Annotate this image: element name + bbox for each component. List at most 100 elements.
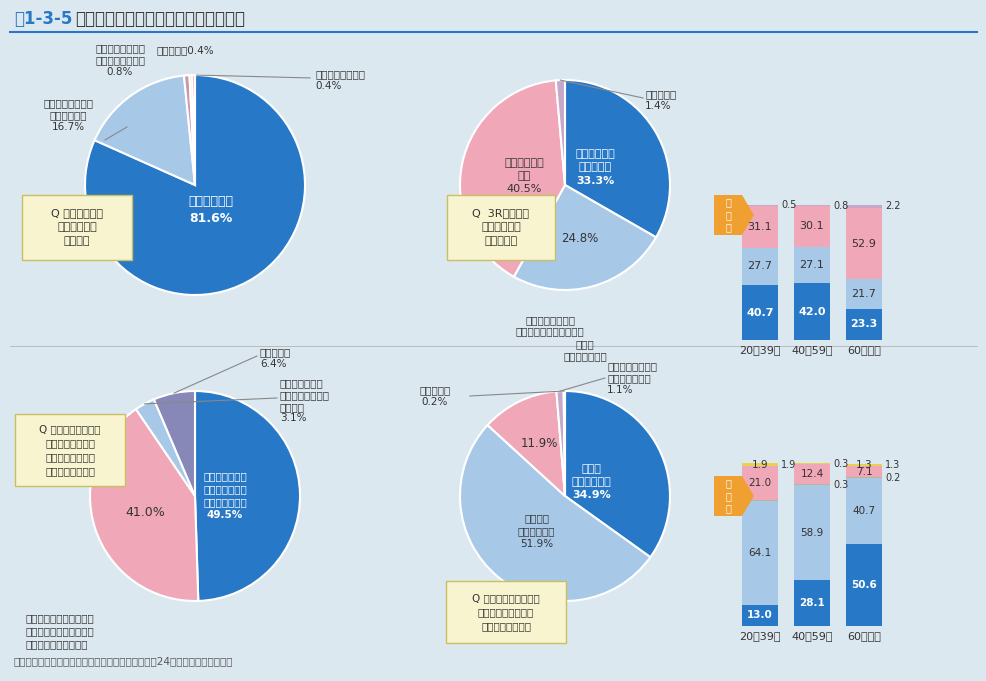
- Bar: [741, 463, 777, 466]
- Text: 1.9: 1.9: [751, 460, 767, 470]
- Text: 0.5: 0.5: [780, 200, 796, 210]
- Text: 31.1: 31.1: [747, 222, 771, 232]
- Bar: [845, 464, 881, 466]
- Text: 40.7: 40.7: [745, 308, 773, 317]
- Text: Q  3Rの言葉の
意味を知って
いますか？: Q 3Rの言葉の 意味を知って いますか？: [472, 208, 528, 247]
- Bar: [845, 205, 881, 208]
- Polygon shape: [713, 476, 753, 516]
- Wedge shape: [563, 391, 564, 496]
- Polygon shape: [713, 195, 753, 235]
- Text: ある程度
実施している
51.9%: ある程度 実施している 51.9%: [518, 513, 555, 549]
- Bar: [793, 463, 829, 464]
- Bar: [741, 501, 777, 605]
- Bar: [845, 477, 881, 478]
- Bar: [793, 247, 829, 283]
- Wedge shape: [555, 80, 564, 185]
- Wedge shape: [195, 391, 300, 601]
- Bar: [793, 580, 829, 626]
- Text: 循環型社会の形成に関する意識調査: 循環型社会の形成に関する意識調査: [75, 10, 245, 28]
- Text: 23.3: 23.3: [850, 319, 877, 330]
- Text: 20〜39歳: 20〜39歳: [739, 345, 780, 355]
- Text: 0.2: 0.2: [884, 473, 899, 483]
- Wedge shape: [154, 391, 195, 496]
- Wedge shape: [564, 391, 669, 557]
- Wedge shape: [189, 75, 195, 185]
- Wedge shape: [459, 80, 564, 276]
- Text: 1.3: 1.3: [884, 460, 899, 470]
- Text: 24.8%: 24.8%: [560, 232, 598, 244]
- Bar: [741, 466, 777, 501]
- Bar: [793, 205, 829, 206]
- Text: 28.1: 28.1: [799, 598, 824, 608]
- Bar: [845, 466, 881, 477]
- Text: Q 循環型社会を形成
する施策を進めて
いくことをどのよ
うに思いますか？: Q 循環型社会を形成 する施策を進めて いくことをどのよ うに思いますか？: [39, 424, 101, 476]
- Text: 52.9: 52.9: [851, 238, 876, 249]
- Wedge shape: [487, 392, 564, 496]
- Text: 13.0: 13.0: [746, 610, 772, 620]
- Text: 12.4: 12.4: [800, 469, 822, 479]
- Text: Q ゴミを少なくする配
慮やリサイクルを実
施していますか？: Q ゴミを少なくする配 慮やリサイクルを実 施していますか？: [471, 593, 539, 631]
- Bar: [741, 285, 777, 340]
- Text: 資料：内閣府「環境問題に関する世論調査」（平成24年度）より環境省作成: 資料：内閣府「環境問題に関する世論調査」（平成24年度）より環境省作成: [14, 656, 234, 666]
- Bar: [793, 484, 829, 485]
- Text: わからない
1.4%: わからない 1.4%: [644, 89, 675, 111]
- Text: 60歳以上: 60歳以上: [846, 631, 880, 641]
- Text: 0.3: 0.3: [832, 459, 847, 469]
- Text: 重要だと思う
81.6%: 重要だと思う 81.6%: [188, 195, 234, 225]
- Text: 現在の生活水準
であり、受け入れ
られない
3.1%: 現在の生活水準 であり、受け入れ られない 3.1%: [280, 379, 329, 424]
- Text: 年
齢
別: 年 齢 別: [725, 197, 731, 232]
- FancyBboxPatch shape: [446, 581, 565, 643]
- Text: 41.0%: 41.0%: [125, 505, 166, 518]
- Text: 0.3: 0.3: [832, 479, 847, 490]
- Text: わからない
6.4%: わからない 6.4%: [259, 347, 291, 369]
- Bar: [845, 308, 881, 340]
- Bar: [845, 279, 881, 308]
- Text: 60歳以上: 60歳以上: [846, 345, 880, 355]
- Text: 21.0: 21.0: [747, 478, 771, 488]
- Wedge shape: [564, 80, 669, 237]
- Text: わからない
0.2%: わからない 0.2%: [419, 385, 451, 407]
- Text: 58.9: 58.9: [800, 528, 822, 538]
- Text: 27.1: 27.1: [799, 260, 823, 270]
- Text: 1.3: 1.3: [855, 460, 872, 470]
- Text: 64.1: 64.1: [747, 548, 771, 558]
- Text: 27.7: 27.7: [746, 262, 772, 271]
- Text: 42.0: 42.0: [798, 306, 825, 317]
- Wedge shape: [90, 409, 198, 601]
- Bar: [741, 206, 777, 248]
- Wedge shape: [192, 75, 195, 185]
- Text: 50.6: 50.6: [850, 580, 876, 590]
- FancyBboxPatch shape: [22, 195, 132, 260]
- Text: 生活水準が落ちることに
なっても、循環型社会へ
の移行はやむを得ない: 生活水準が落ちることに なっても、循環型社会へ の移行はやむを得ない: [25, 613, 94, 650]
- Text: どちらかといえば
重要だと思わない
0.8%: どちらかといえば 重要だと思わない 0.8%: [95, 44, 145, 76]
- Text: 11.9%: 11.9%: [521, 437, 558, 450]
- Text: 重要だと思わない
0.4%: 重要だと思わない 0.4%: [315, 69, 365, 91]
- Text: どちらかといえば
重要だと思う
16.7%: どちらかといえば 重要だと思う 16.7%: [43, 98, 93, 131]
- Text: 1.9: 1.9: [780, 460, 796, 470]
- Text: 図1-3-5: 図1-3-5: [14, 10, 72, 28]
- FancyBboxPatch shape: [447, 195, 554, 260]
- Text: 0.8: 0.8: [832, 200, 847, 210]
- Bar: [793, 464, 829, 484]
- Text: 20〜39歳: 20〜39歳: [739, 631, 780, 641]
- Wedge shape: [95, 76, 195, 185]
- Text: 40.7: 40.7: [852, 506, 875, 516]
- FancyBboxPatch shape: [15, 414, 125, 486]
- Text: 年
齢
別: 年 齢 別: [725, 479, 731, 513]
- Text: 30.1: 30.1: [799, 221, 823, 232]
- Wedge shape: [136, 399, 195, 496]
- Text: わからない0.4%: わからない0.4%: [156, 45, 214, 55]
- Text: Q ゴミの問題は
重要だと思い
ますか？: Q ゴミの問題は 重要だと思い ますか？: [51, 208, 103, 247]
- Bar: [793, 485, 829, 580]
- Text: 40〜59歳: 40〜59歳: [791, 345, 832, 355]
- Bar: [845, 208, 881, 279]
- Text: 言葉の意味を
知っている
33.3%: 言葉の意味を 知っている 33.3%: [575, 149, 614, 186]
- Text: 聞いたことも
ない
40.5%: 聞いたことも ない 40.5%: [504, 158, 543, 194]
- Text: 40〜59歳: 40〜59歳: [791, 631, 832, 641]
- Wedge shape: [85, 75, 305, 295]
- Bar: [845, 544, 881, 626]
- Bar: [845, 478, 881, 544]
- Wedge shape: [514, 185, 656, 290]
- Text: 21.7: 21.7: [851, 289, 876, 299]
- Text: 7.1: 7.1: [855, 466, 872, 477]
